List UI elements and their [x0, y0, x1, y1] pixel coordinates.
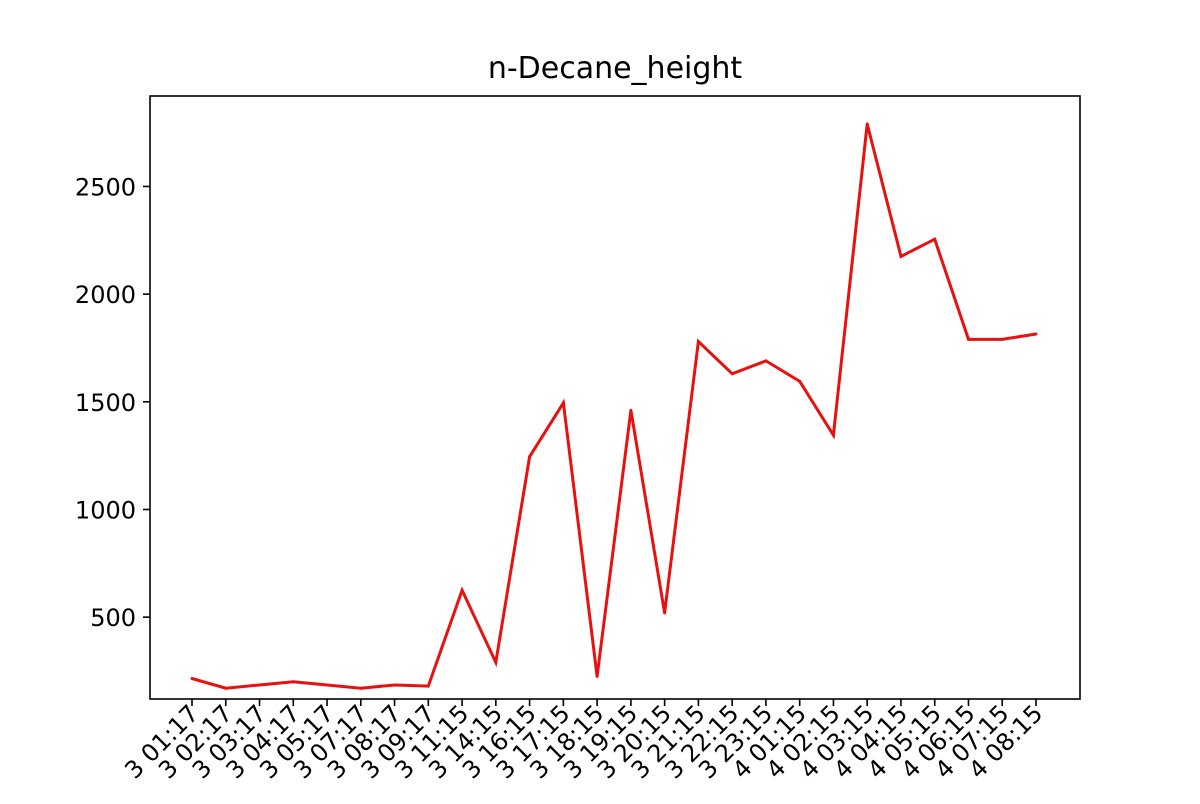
data-point: [224, 686, 228, 690]
y-tick-label: 500: [90, 604, 136, 632]
data-point: [1034, 332, 1038, 336]
series-line: [191, 123, 1037, 690]
y-tick-label: 1000: [75, 496, 136, 524]
data-point: [764, 359, 768, 363]
data-point: [426, 684, 430, 688]
data-point: [831, 433, 835, 437]
series-layer: [190, 122, 1038, 690]
data-point: [595, 674, 599, 678]
data-point: [291, 680, 295, 684]
data-point: [393, 683, 397, 687]
plot-frame: [149, 95, 1081, 700]
y-tick-label: 2000: [75, 281, 136, 309]
data-point: [460, 588, 464, 592]
data-point: [494, 660, 498, 664]
data-point: [190, 677, 194, 681]
data-point: [966, 337, 970, 341]
chart-title: n-Decane_height: [488, 51, 743, 86]
y-tick-label: 1500: [75, 389, 136, 417]
data-point: [561, 401, 565, 405]
y-tick-label: 2500: [75, 173, 136, 201]
data-point: [730, 372, 734, 376]
data-point: [325, 683, 329, 687]
y-axis: 500 1000 1500 2000 2500: [75, 173, 150, 632]
data-point: [258, 683, 262, 687]
data-point: [933, 237, 937, 241]
data-point: [899, 254, 903, 258]
data-point: [696, 340, 700, 344]
data-point: [1000, 337, 1004, 341]
data-point: [528, 455, 532, 459]
data-point: [798, 379, 802, 383]
data-point: [663, 611, 667, 615]
data-point: [865, 122, 869, 126]
data-point: [359, 686, 363, 690]
x-axis: 3 01:173 02:173 03:173 04:173 05:173 07:…: [119, 699, 1048, 784]
data-point: [629, 408, 633, 412]
